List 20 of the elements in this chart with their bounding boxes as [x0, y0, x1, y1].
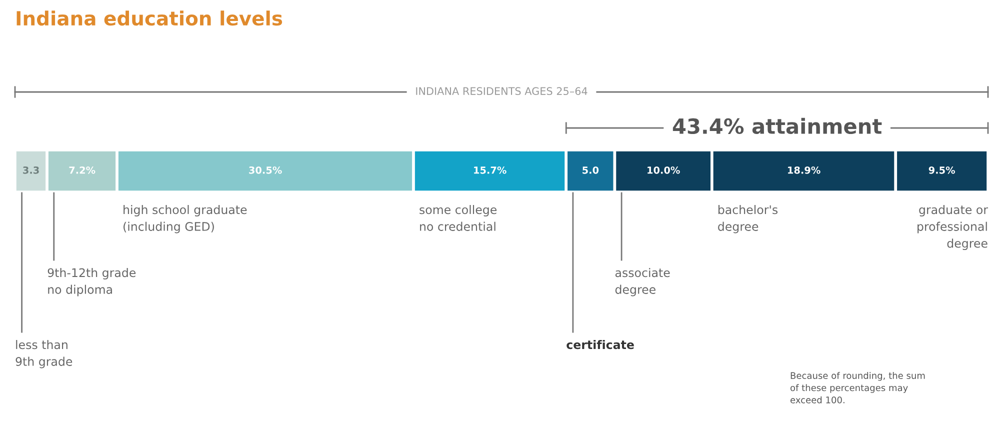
series-label: graduate or professional degree — [918, 205, 988, 250]
series-label: some college no credential — [420, 205, 497, 231]
text: 43.4% attainment — [672, 118, 882, 134]
data-label: 10.0% — [648, 166, 680, 174]
data-label: 18.9% — [788, 166, 820, 174]
data-label: 9.5% — [928, 166, 955, 174]
text: 9th-12th grade no diploma — [48, 268, 136, 296]
text: INDIANA RESIDENTS AGES 25–64 — [416, 87, 588, 96]
series-label: high school graduate (including GED) — [124, 205, 247, 234]
data-label: 30.5% — [249, 166, 282, 174]
data-label: 3.3 — [23, 166, 39, 174]
text: certificate — [566, 340, 634, 350]
text: associate degree — [615, 268, 670, 296]
data-label: 7.2% — [69, 166, 96, 174]
text: less than 9th grade — [16, 340, 72, 368]
chart-title: Indiana education levels — [16, 10, 282, 26]
data-label: 5.0 — [582, 166, 599, 174]
data-label: 15.7% — [474, 166, 506, 174]
series-label: bachelor's degree — [718, 205, 778, 234]
text: Because of rounding, the sum of these percentages may exceed 100. — [790, 372, 925, 404]
